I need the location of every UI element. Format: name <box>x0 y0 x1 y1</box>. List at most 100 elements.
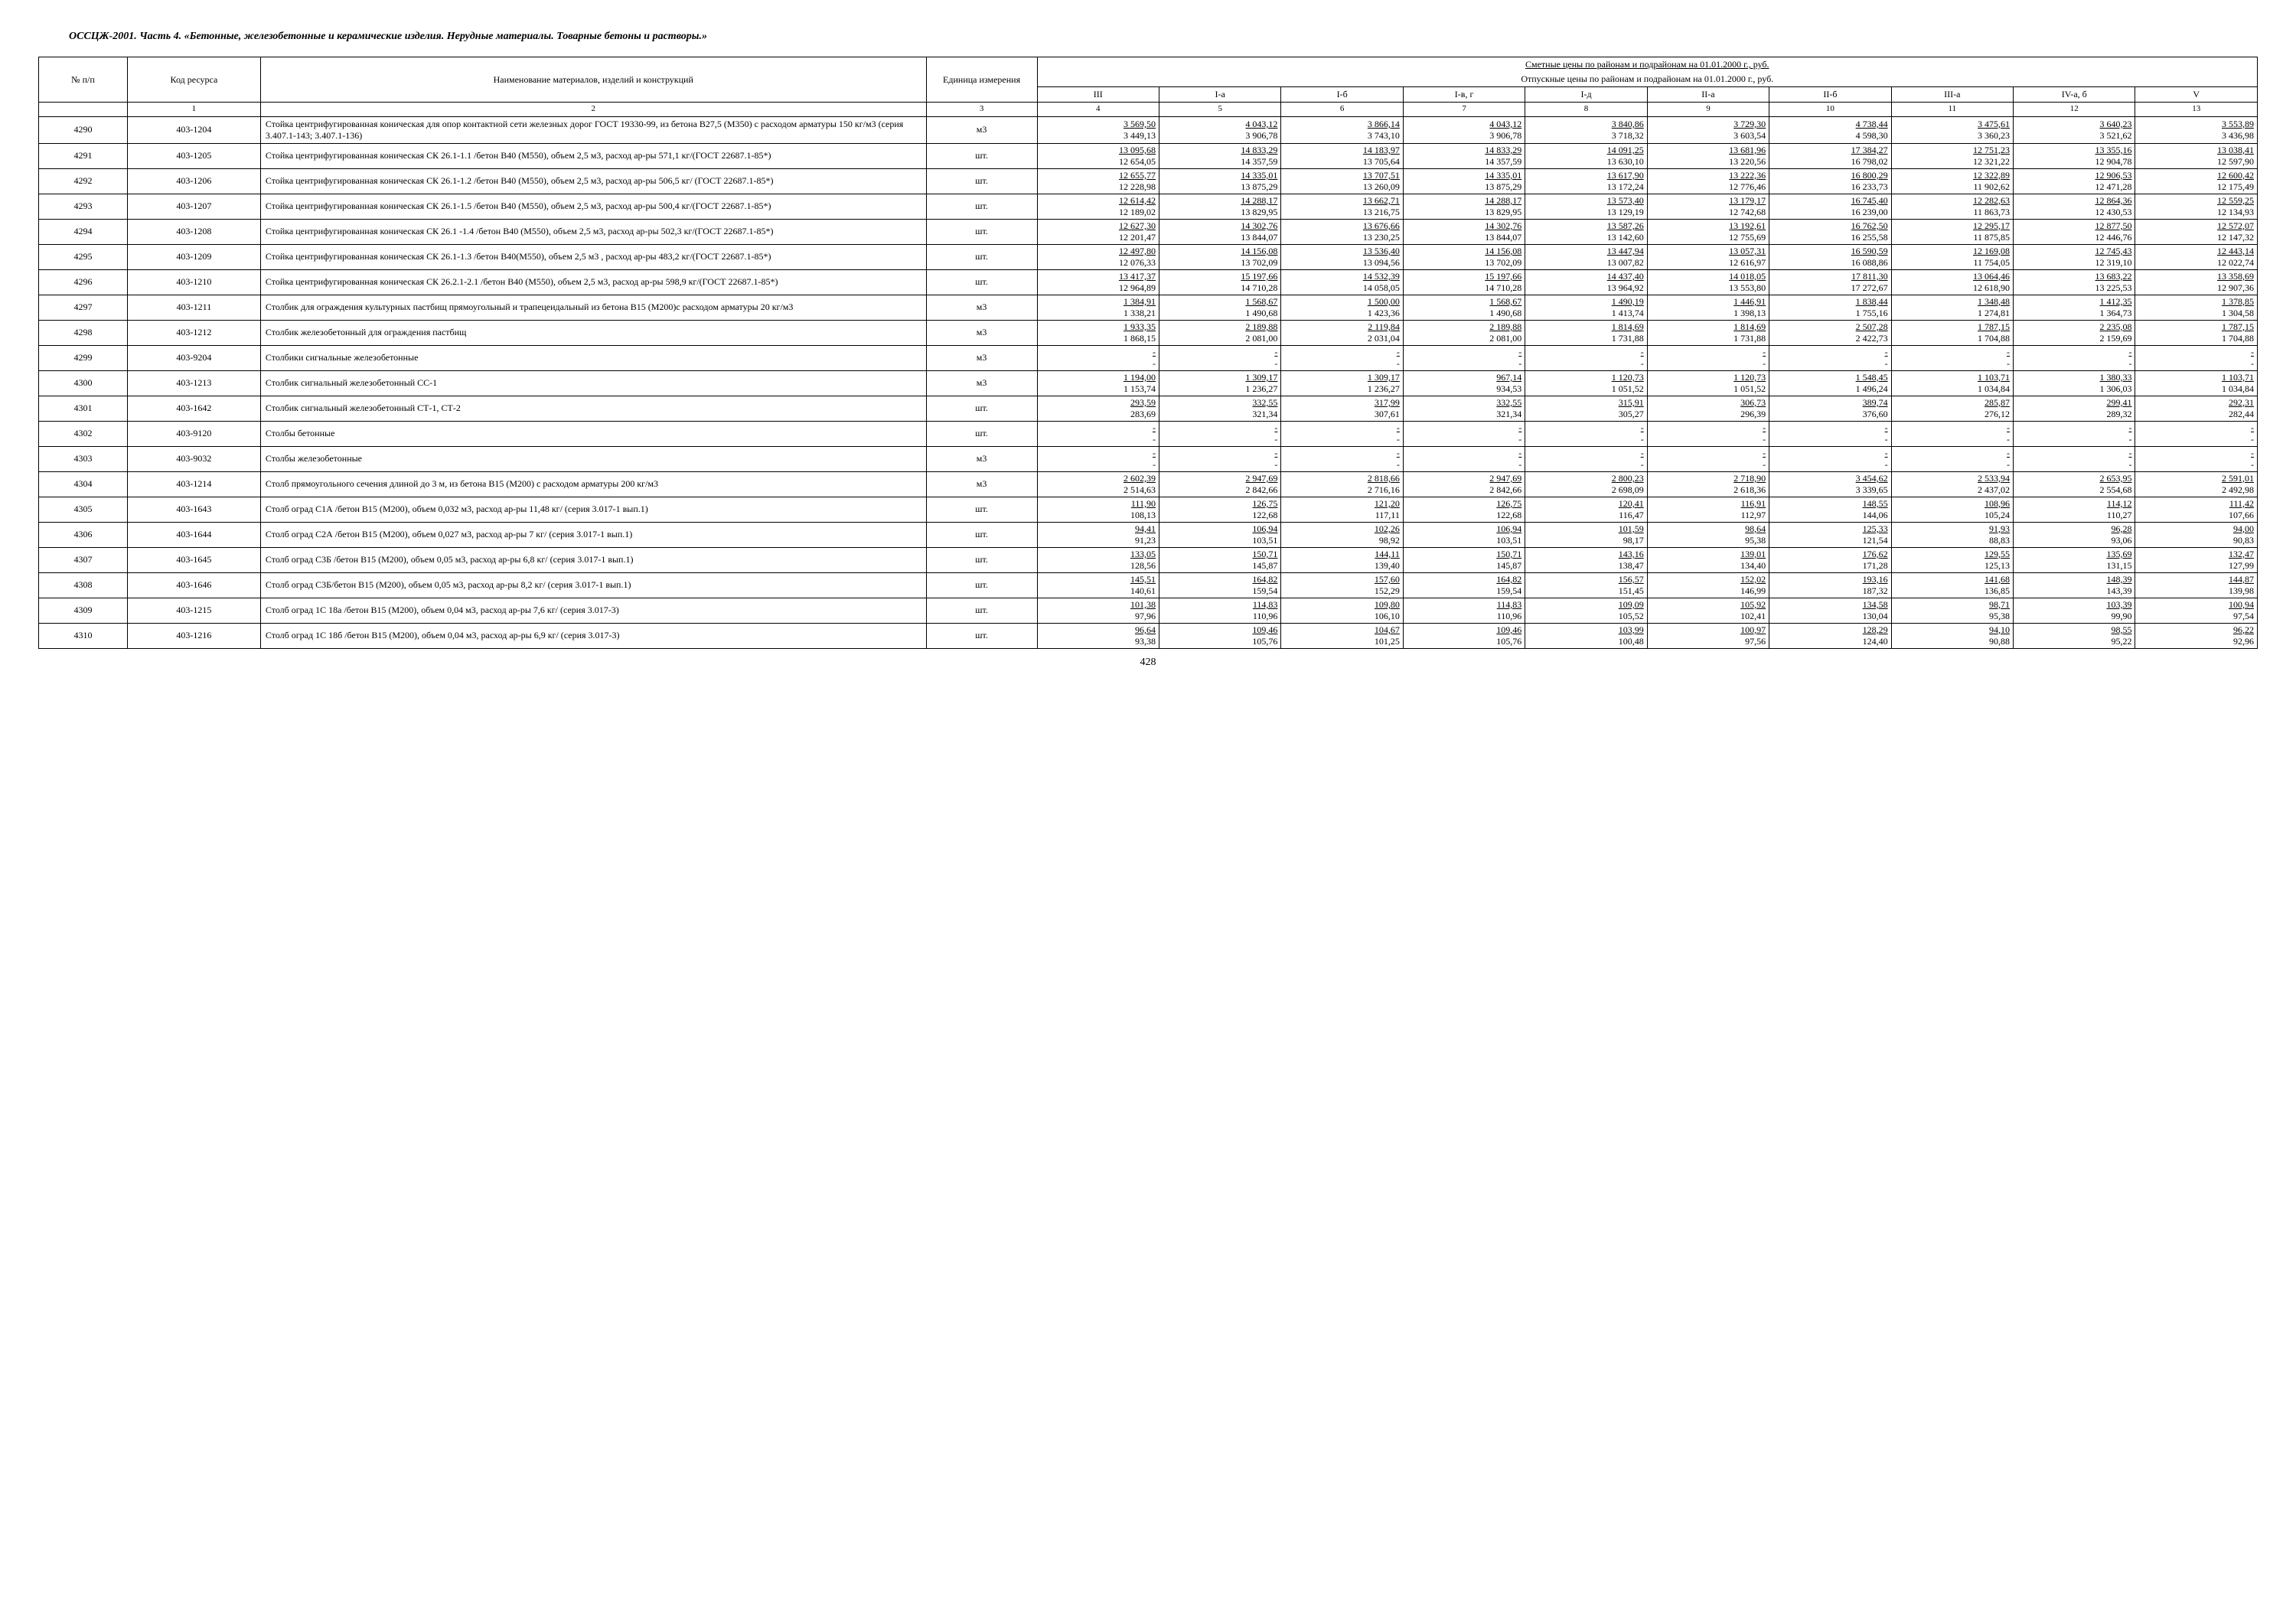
table-row: 4291403-1205Стойка центрифугированная ко… <box>39 143 2258 168</box>
col-index: 9 <box>1647 103 1769 117</box>
cell-price: 1 309,171 236,27 <box>1159 370 1280 396</box>
cell-price: 1 568,671 490,68 <box>1403 295 1525 320</box>
cell-price: 13 358,6912 907,36 <box>2135 269 2258 295</box>
hdr-region: III-а <box>1891 87 2013 103</box>
cell-price: -- <box>1525 421 1647 446</box>
cell-price: 176,62171,28 <box>1769 547 1891 572</box>
cell-price: 16 800,2916 233,73 <box>1769 168 1891 194</box>
cell-price: 12 572,0712 147,32 <box>2135 219 2258 244</box>
cell-price: 15 197,6614 710,28 <box>1403 269 1525 295</box>
hdr-region: V <box>2135 87 2258 103</box>
cell-price: 1 814,691 731,88 <box>1525 320 1647 345</box>
cell-code: 403-1213 <box>127 370 260 396</box>
cell-price: -- <box>1403 345 1525 370</box>
cell-price: 139,01134,40 <box>1647 547 1769 572</box>
cell-price: 12 559,2512 134,93 <box>2135 194 2258 219</box>
table-header: № п/п Код ресурса Наименование материало… <box>39 57 2258 103</box>
cell-price: 4 738,444 598,30 <box>1769 116 1891 143</box>
cell-price: 13 417,3712 964,89 <box>1037 269 1159 295</box>
cell-price: 1 103,711 034,84 <box>2135 370 2258 396</box>
cell-name: Столбик для ограждения культурных пастби… <box>260 295 926 320</box>
cell-price: -- <box>2014 446 2135 471</box>
table-row: 4303403-9032Столбы железобетонныем3-----… <box>39 446 2258 471</box>
cell-code: 403-1208 <box>127 219 260 244</box>
cell-price: 106,94103,51 <box>1159 522 1280 547</box>
cell-price: 1 120,731 051,52 <box>1525 370 1647 396</box>
cell-name: Столбы бетонные <box>260 421 926 446</box>
cell-price: 2 947,692 842,66 <box>1159 471 1280 497</box>
cell-price: 16 762,5016 255,58 <box>1769 219 1891 244</box>
cell-price: 12 443,1412 022,74 <box>2135 244 2258 269</box>
cell-name: Стойка центрифугированная коническая СК … <box>260 168 926 194</box>
cell-price: 120,41116,47 <box>1525 497 1647 522</box>
cell-price: 125,33121,54 <box>1769 522 1891 547</box>
cell-price: 100,9497,54 <box>2135 598 2258 623</box>
cell-price: 150,71145,87 <box>1159 547 1280 572</box>
col-index: 6 <box>1281 103 1403 117</box>
cell-price: 145,51140,61 <box>1037 572 1159 598</box>
cell-price: 13 573,4013 129,19 <box>1525 194 1647 219</box>
col-index: 12 <box>2014 103 2135 117</box>
cell-price: 315,91305,27 <box>1525 396 1647 421</box>
cell-price: 14 335,0113 875,29 <box>1403 168 1525 194</box>
cell-num: 4300 <box>39 370 128 396</box>
hdr-region: I-д <box>1525 87 1647 103</box>
cell-price: 2 119,842 031,04 <box>1281 320 1403 345</box>
cell-unit: м3 <box>926 320 1037 345</box>
cell-code: 403-1205 <box>127 143 260 168</box>
cell-price: 143,16138,47 <box>1525 547 1647 572</box>
cell-price: 2 653,952 554,68 <box>2014 471 2135 497</box>
cell-num: 4290 <box>39 116 128 143</box>
cell-price: 4 043,123 906,78 <box>1403 116 1525 143</box>
hdr-region: I-а <box>1159 87 1280 103</box>
cell-unit: м3 <box>926 116 1037 143</box>
cell-price: 2 235,082 159,69 <box>2014 320 2135 345</box>
cell-code: 403-1645 <box>127 547 260 572</box>
cell-price: 1 378,851 304,58 <box>2135 295 2258 320</box>
cell-price: 16 745,4016 239,00 <box>1769 194 1891 219</box>
cell-price: 1 384,911 338,21 <box>1037 295 1159 320</box>
cell-price: 13 587,2613 142,60 <box>1525 219 1647 244</box>
cell-code: 403-1216 <box>127 623 260 648</box>
cell-code: 403-1211 <box>127 295 260 320</box>
cell-price: 1 787,151 704,88 <box>2135 320 2258 345</box>
cell-price: 12 627,3012 201,47 <box>1037 219 1159 244</box>
cell-price: 1 194,001 153,74 <box>1037 370 1159 396</box>
cell-price: -- <box>1647 345 1769 370</box>
cell-code: 403-1643 <box>127 497 260 522</box>
cell-price: 299,41289,32 <box>2014 396 2135 421</box>
col-index: 5 <box>1159 103 1280 117</box>
col-index: 3 <box>926 103 1037 117</box>
cell-price: 12 295,1711 875,85 <box>1891 219 2013 244</box>
cell-price: 12 751,2312 321,22 <box>1891 143 2013 168</box>
cell-price: 121,20117,11 <box>1281 497 1403 522</box>
table-row: 4305403-1643Столб оград С1А /бетон В15 (… <box>39 497 2258 522</box>
cell-price: -- <box>1525 446 1647 471</box>
cell-price: 101,5998,17 <box>1525 522 1647 547</box>
cell-unit: шт. <box>926 522 1037 547</box>
cell-num: 4310 <box>39 623 128 648</box>
cell-num: 4301 <box>39 396 128 421</box>
col-index-blank <box>39 103 128 117</box>
cell-num: 4294 <box>39 219 128 244</box>
cell-code: 403-9120 <box>127 421 260 446</box>
cell-price: 13 676,6613 230,25 <box>1281 219 1403 244</box>
cell-price: 12 497,8012 076,33 <box>1037 244 1159 269</box>
cell-price: 332,55321,34 <box>1159 396 1280 421</box>
cell-unit: шт. <box>926 396 1037 421</box>
hdr-prices-1: Сметные цены по районам и подрайонам на … <box>1037 57 2257 73</box>
cell-price: 150,71145,87 <box>1403 547 1525 572</box>
cell-price: -- <box>1769 421 1891 446</box>
cell-price: 102,2698,92 <box>1281 522 1403 547</box>
cell-name: Столб оград С2А /бетон В15 (М200), объем… <box>260 522 926 547</box>
cell-price: 1 838,441 755,16 <box>1769 295 1891 320</box>
cell-unit: шт. <box>926 547 1037 572</box>
hdr-region: III <box>1037 87 1159 103</box>
cell-price: -- <box>1159 421 1280 446</box>
cell-code: 403-1209 <box>127 244 260 269</box>
cell-code: 403-1214 <box>127 471 260 497</box>
hdr-prices-2: Отпускные цены по районам и подрайонам н… <box>1037 72 2257 87</box>
cell-code: 403-1206 <box>127 168 260 194</box>
cell-price: 14 833,2914 357,59 <box>1403 143 1525 168</box>
cell-price: -- <box>1281 446 1403 471</box>
